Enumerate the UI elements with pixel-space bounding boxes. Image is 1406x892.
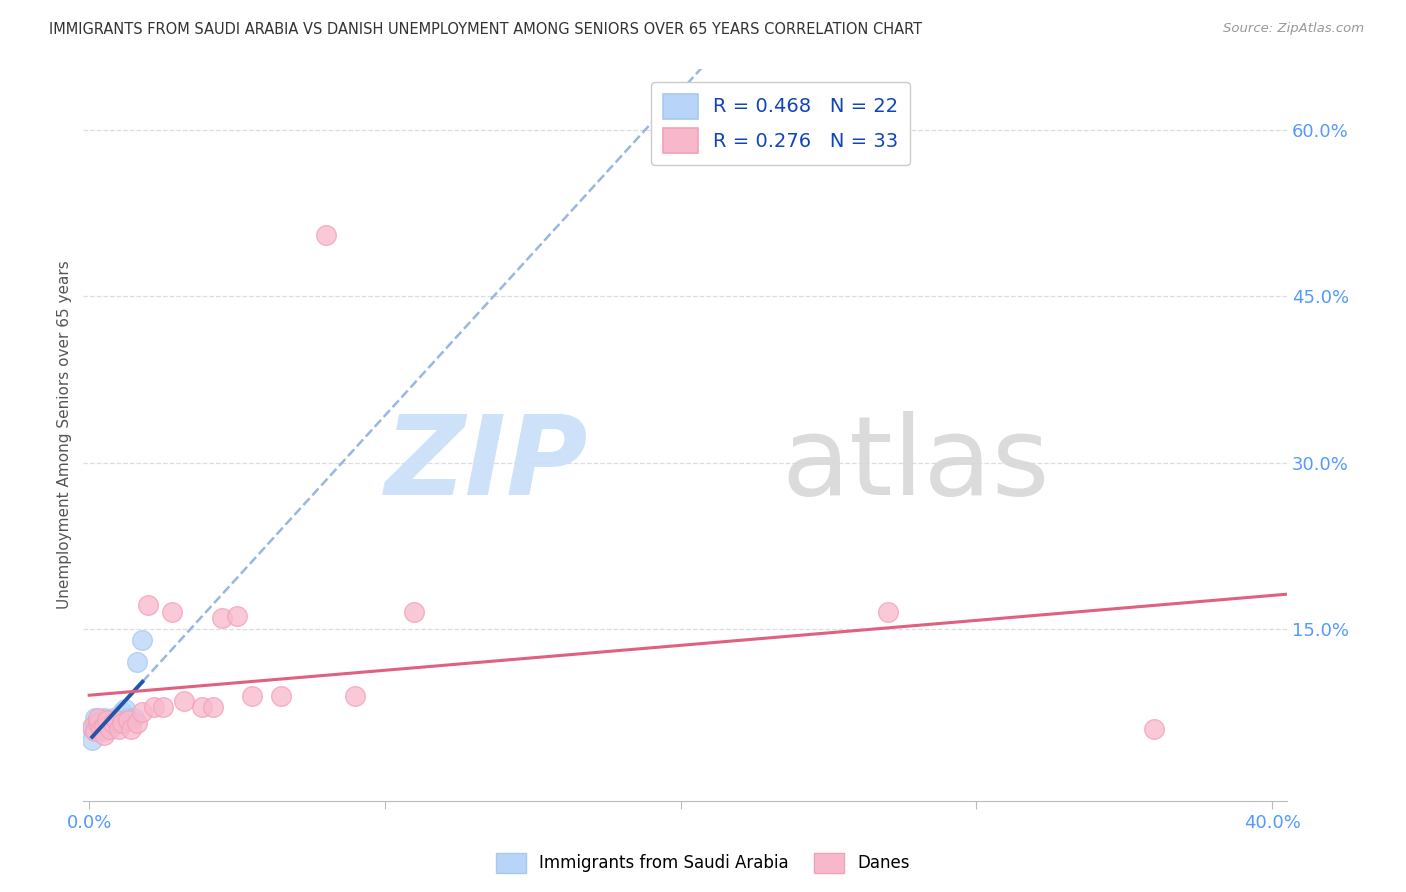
Text: IMMIGRANTS FROM SAUDI ARABIA VS DANISH UNEMPLOYMENT AMONG SENIORS OVER 65 YEARS : IMMIGRANTS FROM SAUDI ARABIA VS DANISH U… bbox=[49, 22, 922, 37]
Point bbox=[96, 716, 118, 731]
Point bbox=[270, 689, 292, 703]
Point bbox=[82, 733, 104, 747]
Point bbox=[240, 689, 263, 703]
Point bbox=[226, 608, 249, 623]
Point bbox=[90, 713, 112, 727]
Point bbox=[84, 724, 107, 739]
Point bbox=[202, 699, 225, 714]
Point bbox=[87, 722, 110, 736]
Point bbox=[82, 720, 104, 734]
Point bbox=[107, 722, 129, 736]
Point bbox=[90, 720, 112, 734]
Point bbox=[111, 716, 134, 731]
Point bbox=[117, 711, 139, 725]
Legend: R = 0.468   N = 22, R = 0.276   N = 33: R = 0.468 N = 22, R = 0.276 N = 33 bbox=[651, 82, 910, 165]
Point bbox=[93, 711, 115, 725]
Point bbox=[87, 716, 110, 731]
Point bbox=[84, 716, 107, 731]
Point bbox=[122, 711, 145, 725]
Legend: Immigrants from Saudi Arabia, Danes: Immigrants from Saudi Arabia, Danes bbox=[489, 847, 917, 880]
Point bbox=[211, 611, 233, 625]
Point bbox=[876, 606, 898, 620]
Point bbox=[315, 227, 337, 242]
Point bbox=[125, 656, 148, 670]
Point bbox=[98, 720, 121, 734]
Point bbox=[114, 702, 136, 716]
Point bbox=[160, 606, 183, 620]
Point bbox=[104, 713, 127, 727]
Point bbox=[404, 606, 426, 620]
Point bbox=[131, 633, 153, 648]
Point bbox=[101, 716, 124, 731]
Point bbox=[143, 699, 166, 714]
Point bbox=[190, 699, 212, 714]
Y-axis label: Unemployment Among Seniors over 65 years: Unemployment Among Seniors over 65 years bbox=[58, 260, 72, 609]
Point bbox=[87, 711, 110, 725]
Point bbox=[98, 722, 121, 736]
Point bbox=[93, 724, 115, 739]
Point bbox=[93, 728, 115, 742]
Point bbox=[120, 722, 142, 736]
Point bbox=[111, 706, 134, 720]
Point bbox=[173, 694, 195, 708]
Point bbox=[152, 699, 174, 714]
Point bbox=[84, 711, 107, 725]
Point bbox=[96, 713, 118, 727]
Point bbox=[131, 706, 153, 720]
Point bbox=[93, 720, 115, 734]
Point bbox=[107, 716, 129, 731]
Point bbox=[101, 711, 124, 725]
Text: Source: ZipAtlas.com: Source: ZipAtlas.com bbox=[1223, 22, 1364, 36]
Point bbox=[1143, 722, 1166, 736]
Point bbox=[82, 722, 104, 736]
Point bbox=[87, 716, 110, 731]
Point bbox=[117, 713, 139, 727]
Text: ZIP: ZIP bbox=[385, 410, 589, 517]
Point bbox=[90, 722, 112, 736]
Point bbox=[125, 716, 148, 731]
Point bbox=[104, 713, 127, 727]
Point bbox=[101, 716, 124, 731]
Point bbox=[344, 689, 367, 703]
Point bbox=[138, 598, 160, 612]
Text: atlas: atlas bbox=[782, 410, 1050, 517]
